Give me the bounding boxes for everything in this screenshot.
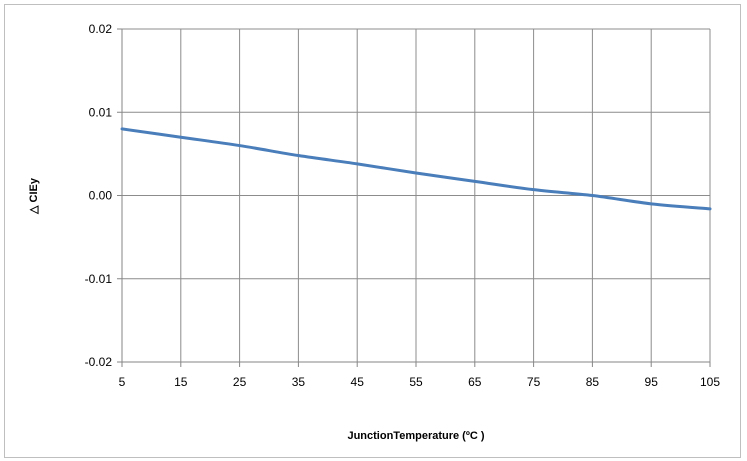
tick-labels: 5 15 25 35 45 55 65 75 85 95 105 0.02 0.01 0.00 -0.01 -…	[85, 22, 721, 389]
y-axis-title: △ CIEy	[28, 177, 40, 215]
x-tick-label: 65	[468, 375, 482, 389]
y-tick-label: 0.02	[89, 22, 113, 36]
x-tick-label: 95	[645, 375, 659, 389]
x-tick-label: 5	[119, 375, 126, 389]
x-tick-label: 45	[351, 375, 365, 389]
x-tick-label: 105	[700, 375, 720, 389]
series-layer	[120, 127, 712, 211]
y-tick-label: -0.01	[85, 272, 113, 286]
y-tick-label: 0.00	[89, 189, 113, 203]
series-line	[120, 127, 712, 211]
x-tick-label: 25	[233, 375, 247, 389]
y-tick-label: -0.02	[85, 355, 113, 369]
x-tick-label: 35	[292, 375, 306, 389]
y-tick-label: 0.01	[89, 105, 113, 119]
x-tick-label: 85	[586, 375, 600, 389]
axes	[117, 28, 711, 367]
x-axis-title: JunctionTemperature (ºC )	[347, 430, 484, 442]
x-tick-label: 55	[409, 375, 423, 389]
gridlines	[122, 28, 711, 362]
x-tick-label: 15	[174, 375, 188, 389]
x-tick-label: 75	[527, 375, 541, 389]
